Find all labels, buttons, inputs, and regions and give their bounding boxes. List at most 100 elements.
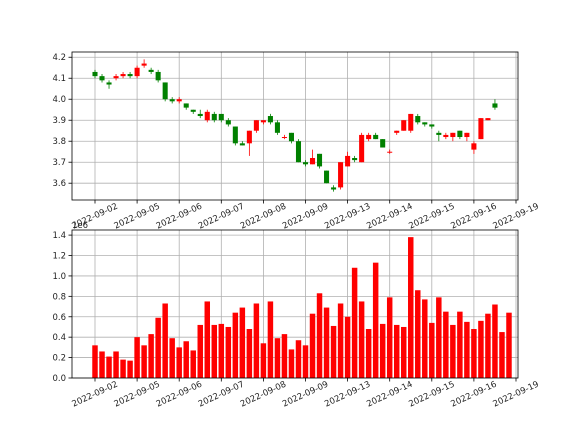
volume-bar	[393, 324, 400, 378]
volume-bar	[464, 321, 470, 378]
volume-bar	[471, 329, 477, 378]
volume-bar	[316, 293, 323, 378]
volume-bar	[176, 347, 182, 378]
volume-bar	[197, 324, 203, 378]
candle-body	[373, 134, 379, 140]
candle-body	[239, 143, 245, 146]
candle-body	[106, 82, 112, 85]
volume-bar	[337, 303, 344, 378]
candle-body	[92, 71, 98, 77]
volume-bar	[225, 326, 232, 378]
volume-bar	[436, 297, 442, 378]
candle-body	[295, 141, 302, 163]
candle-body	[288, 132, 294, 142]
volume-bar	[379, 323, 386, 378]
candle-body	[309, 158, 316, 165]
volume-bar	[141, 345, 147, 378]
candle-body	[197, 113, 203, 117]
candle-body	[394, 130, 400, 133]
candle-body	[338, 162, 344, 188]
volume-bar	[358, 301, 365, 378]
volume-bar	[113, 351, 119, 378]
candle-body	[211, 113, 217, 121]
volume-bar	[400, 326, 407, 378]
volume-bar	[386, 297, 393, 378]
price-x-tick-label: 2022-09-16	[449, 202, 498, 232]
candle-body	[471, 143, 477, 150]
candle-body	[464, 132, 470, 138]
volume-x-tick-label: 2022-09-07	[197, 380, 246, 410]
candle-body	[352, 158, 358, 161]
candle-body	[260, 120, 266, 123]
candle-body	[204, 111, 210, 121]
candle-body	[134, 67, 140, 77]
volume-bar	[344, 316, 351, 378]
volume-y-tick-label: 0.0	[52, 374, 66, 384]
volume-bar	[106, 356, 112, 378]
volume-y-tick-label: 0.6	[52, 313, 66, 323]
volume-bar	[274, 338, 281, 378]
volume-axes-frame	[71, 229, 519, 379]
candle-body	[436, 132, 442, 135]
volume-bar	[485, 313, 491, 378]
candle-body	[162, 82, 168, 100]
candle-body	[148, 69, 154, 72]
candle-body	[366, 134, 372, 140]
candle-body	[169, 99, 175, 102]
volume-bar	[99, 351, 105, 378]
volume-bar	[253, 303, 260, 378]
candle-body	[218, 113, 224, 121]
volume-bar	[155, 317, 161, 378]
price-candles	[92, 59, 498, 192]
volume-x-tick-label: 2022-09-06	[155, 380, 204, 410]
candle-body	[450, 132, 456, 138]
volume-bar	[443, 311, 449, 378]
volume-bar	[127, 360, 133, 378]
candle-body	[457, 130, 463, 138]
candle-body	[380, 139, 386, 148]
price-y-axis: 3.6 3.7 3.8 3.9 4.0 4.1 4.2	[52, 53, 72, 189]
price-y-tick-label: 4.1	[52, 74, 66, 84]
price-y-tick-label: 4.2	[52, 53, 66, 63]
price-x-axis: 2022-09-022022-09-052022-09-062022-09-07…	[71, 200, 541, 232]
volume-x-tick-label: 2022-09-16	[449, 380, 498, 410]
volume-bar	[372, 262, 379, 378]
volume-y-tick-label: 0.4	[52, 333, 66, 343]
price-plot-background	[72, 52, 518, 200]
candle-body	[253, 120, 259, 131]
volume-bar	[169, 338, 175, 378]
volume-bar	[267, 301, 274, 378]
volume-chart-panel: 0.00.20.40.60.81.01.21.4 2022-09-022022-…	[52, 229, 541, 410]
volume-bar	[260, 343, 267, 378]
volume-bar	[239, 307, 246, 378]
volume-bar	[281, 334, 288, 378]
candle-body	[345, 155, 351, 167]
candle-body	[232, 126, 238, 144]
volume-bar	[351, 267, 358, 378]
volume-bar	[492, 304, 498, 378]
candle-body	[401, 120, 407, 131]
volume-bar	[309, 313, 316, 378]
candle-body	[408, 113, 414, 131]
volume-bar	[218, 323, 225, 378]
volume-bar	[92, 345, 98, 378]
volume-bar	[408, 237, 414, 378]
volume-bar	[365, 329, 372, 378]
price-x-tick-label: 2022-09-19	[492, 202, 541, 232]
volume-x-axis: 2022-09-022022-09-052022-09-062022-09-07…	[71, 378, 541, 410]
volume-bar	[211, 324, 218, 378]
candle-body	[387, 151, 393, 153]
price-y-tick-label: 3.7	[52, 158, 66, 168]
candle-body	[246, 130, 252, 144]
volume-x-tick-label: 2022-09-05	[113, 380, 162, 410]
candle-body	[176, 99, 182, 102]
volume-x-tick-label: 2022-09-13	[323, 380, 372, 410]
price-x-tick-label: 2022-09-14	[365, 202, 414, 232]
candle-body	[99, 76, 105, 81]
candle-body	[492, 103, 498, 108]
candle-body	[281, 137, 287, 139]
volume-y-tick-label: 0.8	[52, 292, 66, 302]
volume-y-axis: 0.0 0.2 0.4 0.6 0.8 1.0 1.2 1.4	[52, 231, 72, 384]
price-x-tick-label: 2022-09-06	[155, 202, 204, 232]
volume-bar	[162, 303, 168, 378]
